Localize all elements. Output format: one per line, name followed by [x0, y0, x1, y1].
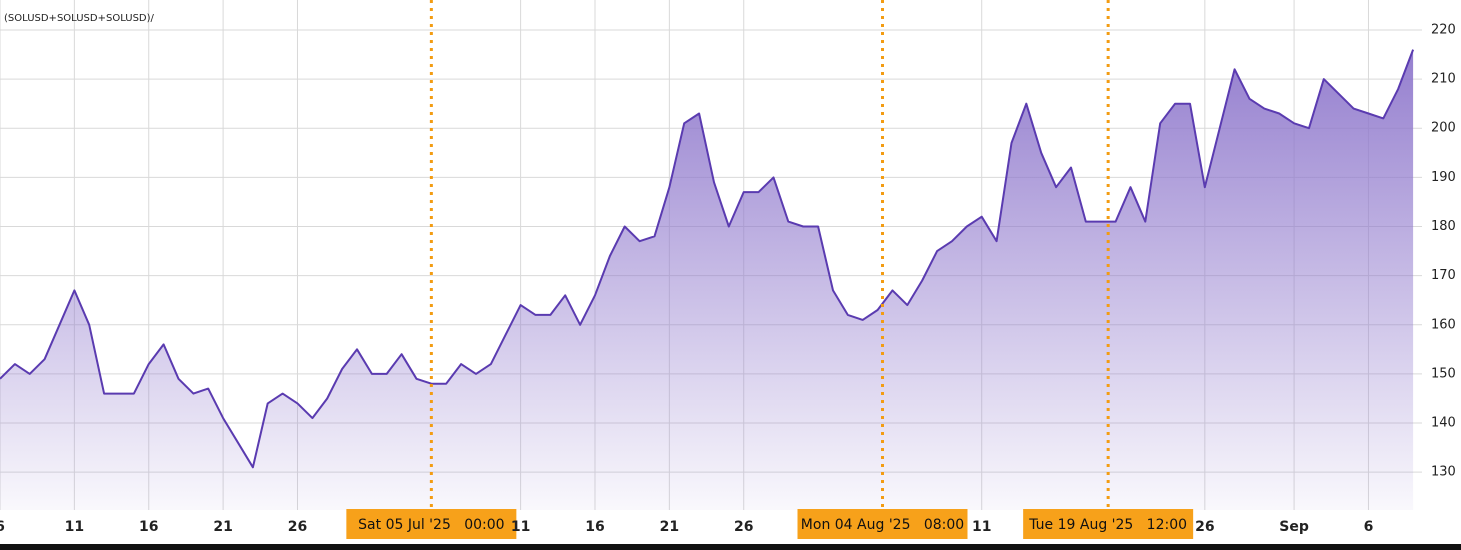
y-tick-label: 220	[1431, 22, 1456, 37]
y-tick-label: 190	[1431, 170, 1456, 185]
legend-text: (SOLUSD+SOLUSD+SOLUSD)/	[4, 13, 155, 24]
y-tick-label: 150	[1431, 366, 1456, 381]
y-tick-label: 160	[1431, 317, 1456, 332]
x-tick-label: 26	[288, 519, 307, 535]
crosshair-label: Sat 05 Jul '25 00:00	[358, 517, 504, 533]
crosshair-label: Tue 19 Aug '25 12:00	[1028, 517, 1187, 533]
y-tick-label: 210	[1431, 72, 1456, 87]
x-tick-label: 11	[65, 519, 84, 535]
y-tick-label: 140	[1431, 416, 1456, 431]
y-tick-label: 130	[1431, 465, 1456, 480]
y-tick-label: 180	[1431, 219, 1456, 234]
x-tick-label: 11	[511, 519, 530, 535]
x-tick-label: Sep	[1279, 519, 1309, 535]
crosshair-label-box	[797, 509, 968, 539]
crosshair-label-box	[1023, 509, 1194, 539]
x-tick-label: 6	[1364, 519, 1374, 535]
x-tick-label: 21	[660, 519, 679, 535]
y-tick-label: 200	[1431, 121, 1456, 136]
y-tick-label: 170	[1431, 268, 1456, 283]
x-tick-label: 21	[213, 519, 232, 535]
x-tick-label: 16	[585, 519, 604, 535]
area-fill	[0, 49, 1414, 510]
crosshair-label-box	[346, 509, 517, 539]
x-tick-label: 26	[734, 519, 753, 535]
x-tick-label: 26	[1195, 519, 1214, 535]
x-tick-label: 16	[139, 519, 158, 535]
x-tick-label: 11	[972, 519, 991, 535]
bottom-border	[0, 544, 1461, 550]
crosshair-label: Mon 04 Aug '25 08:00	[801, 517, 964, 533]
x-tick-label: 6	[0, 519, 5, 535]
price-line	[0, 49, 1415, 469]
